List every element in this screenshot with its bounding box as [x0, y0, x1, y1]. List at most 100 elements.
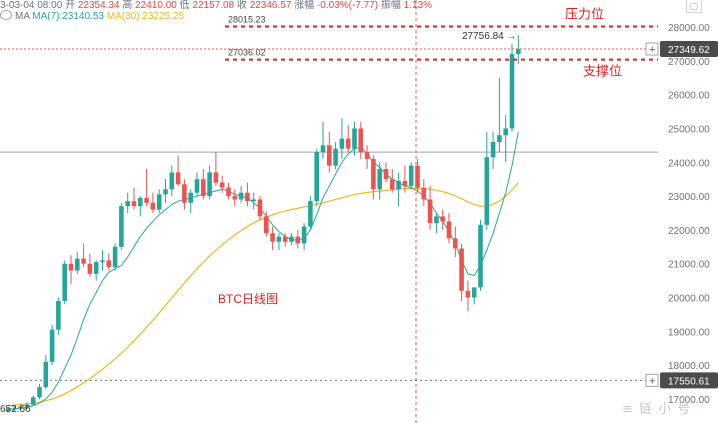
candle-body[interactable]	[188, 192, 193, 203]
candle-body[interactable]	[112, 246, 118, 268]
candle-body[interactable]	[503, 128, 508, 136]
ohlc-low: 22157.08	[192, 0, 235, 11]
candle-body[interactable]	[446, 221, 452, 239]
candle-body[interactable]	[87, 263, 93, 274]
candle-body[interactable]	[408, 165, 414, 186]
candle-body[interactable]	[295, 236, 301, 244]
ohlc-high: 22410.00	[135, 0, 177, 11]
candle-body[interactable]	[471, 287, 477, 298]
candle-body[interactable]	[24, 404, 30, 407]
candle-body[interactable]	[245, 192, 250, 202]
candle-body[interactable]	[93, 262, 99, 274]
candle-body[interactable]	[219, 182, 225, 188]
y-tick-label: 21000.00	[668, 260, 710, 271]
candle-body[interactable]	[18, 406, 23, 409]
candle-body[interactable]	[100, 260, 105, 263]
candle-body[interactable]	[377, 169, 382, 190]
candle-body[interactable]	[232, 196, 238, 200]
candle-body[interactable]	[201, 179, 206, 197]
candle-body[interactable]	[339, 138, 345, 149]
candle-body[interactable]	[371, 158, 376, 190]
y-tick-label: 18000.00	[668, 361, 710, 372]
support-level-label: 27036.02	[228, 48, 266, 58]
candle-body[interactable]	[516, 49, 521, 55]
high-marker-label: 27756.84 →	[462, 31, 517, 42]
candle-body[interactable]	[43, 361, 49, 388]
candle-body[interactable]	[264, 216, 269, 234]
candle-body[interactable]	[49, 329, 55, 362]
candle-body[interactable]	[509, 54, 515, 129]
candle-body[interactable]	[434, 216, 439, 224]
candle-body[interactable]	[12, 408, 17, 410]
candle-body[interactable]	[68, 263, 74, 271]
candle-body[interactable]	[314, 152, 319, 202]
candle-body[interactable]	[270, 233, 275, 242]
candle-body[interactable]	[150, 202, 156, 210]
candle-body[interactable]	[308, 201, 313, 227]
ohlc-date: 3-03-04 08:00	[0, 0, 63, 11]
eye-icon[interactable]	[0, 10, 12, 20]
candle-body[interactable]	[182, 184, 187, 203]
support-annotation: 支撑位	[583, 64, 622, 79]
candle-body[interactable]	[459, 248, 464, 291]
candle-body[interactable]	[478, 224, 483, 288]
candle-body[interactable]	[440, 216, 445, 222]
candle-body[interactable]	[138, 197, 143, 207]
candle-body[interactable]	[156, 194, 162, 210]
candle-body[interactable]	[131, 201, 137, 207]
settings-corner-icon[interactable]: ▢	[686, 0, 702, 13]
candle-body[interactable]	[5, 409, 11, 411]
add-alert-icon[interactable]	[645, 42, 659, 56]
candle-body[interactable]	[238, 192, 244, 200]
candle-body[interactable]	[125, 201, 130, 207]
candle-body[interactable]	[383, 169, 389, 180]
candle-body[interactable]	[119, 206, 124, 247]
candle-body[interactable]	[81, 258, 86, 264]
ma7-legend: MA(7):23140.53	[32, 11, 104, 22]
candle-body[interactable]	[106, 260, 112, 268]
candle-body[interactable]	[169, 172, 175, 190]
candle-body[interactable]	[276, 236, 282, 242]
y-tick-label: 27000.00	[668, 57, 710, 68]
candle-body[interactable]	[453, 238, 458, 249]
candle-body[interactable]	[75, 258, 80, 271]
candle-body[interactable]	[327, 145, 332, 166]
candle-body[interactable]	[144, 197, 149, 203]
candle-body[interactable]	[396, 180, 401, 190]
candle-body[interactable]	[333, 148, 338, 166]
candle-body[interactable]	[194, 179, 200, 193]
candle-body[interactable]	[163, 189, 168, 195]
add-alert-icon[interactable]	[645, 373, 659, 387]
candle-body[interactable]	[415, 165, 420, 188]
candle-body[interactable]	[364, 152, 370, 159]
candle-body[interactable]	[282, 236, 288, 242]
candle-body[interactable]	[352, 128, 357, 149]
candle-body[interactable]	[226, 187, 231, 197]
candle-body[interactable]	[345, 138, 351, 149]
candle-body[interactable]	[358, 128, 364, 153]
candle-body[interactable]	[427, 199, 433, 224]
candle-body[interactable]	[175, 172, 181, 185]
candle-body[interactable]	[37, 387, 42, 398]
candle-body[interactable]	[251, 199, 256, 202]
candle-body[interactable]	[62, 263, 67, 301]
candle-body[interactable]	[484, 157, 490, 225]
candle-body[interactable]	[30, 397, 36, 405]
candle-body[interactable]	[390, 179, 395, 190]
candle-body[interactable]	[497, 135, 502, 142]
ohlc-open: 22354.34	[77, 0, 120, 11]
candle-body[interactable]	[402, 180, 408, 186]
candle-body[interactable]	[289, 236, 294, 242]
ma30-line	[7, 182, 519, 407]
candle-body[interactable]	[421, 187, 427, 200]
candle-body[interactable]	[207, 172, 212, 197]
candle-body[interactable]	[465, 290, 471, 298]
candle-body[interactable]	[320, 145, 326, 153]
candle-body[interactable]	[56, 300, 61, 330]
crosshair-price-tag	[660, 372, 718, 389]
candle-body[interactable]	[490, 141, 496, 158]
candle-body[interactable]	[301, 226, 307, 244]
candle-body[interactable]	[213, 172, 219, 183]
candle-body[interactable]	[257, 199, 263, 217]
